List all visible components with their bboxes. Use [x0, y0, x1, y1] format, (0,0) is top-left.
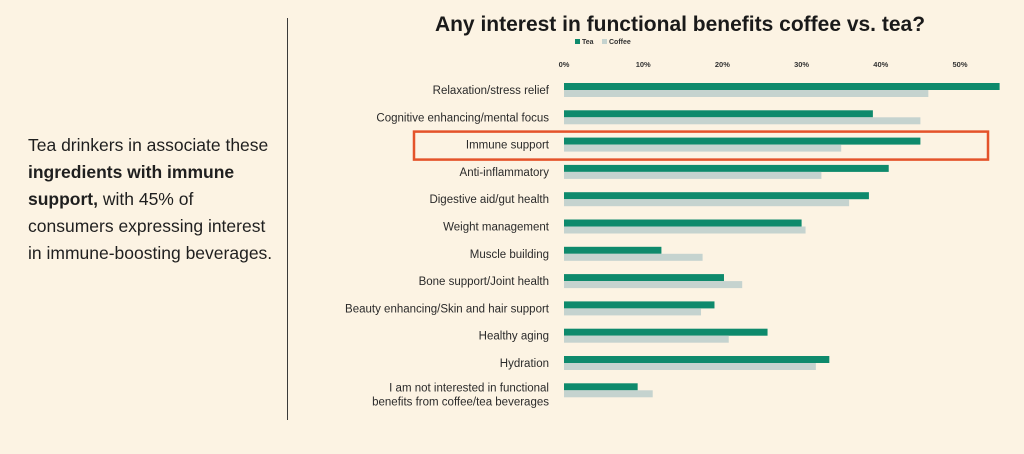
legend: Tea Coffee	[575, 39, 631, 46]
category-label: Hydration	[500, 358, 549, 370]
divider-line	[287, 18, 288, 420]
category-label: I am not interested in functional	[389, 382, 549, 394]
category-labels: Relaxation/stress relief Cognitive enhanc…	[345, 85, 550, 408]
x-tick-label: 0%	[559, 60, 570, 69]
caption-text: Tea drinkers in associate these ingredie…	[28, 135, 273, 263]
bar-tea	[564, 137, 921, 145]
category-label: Anti-inflammatory	[460, 167, 550, 179]
category-label: Beauty enhancing/Skin and hair support	[345, 303, 550, 315]
category-label: Weight management	[443, 222, 550, 234]
bar-coffee	[564, 335, 729, 343]
category-label: Digestive aid/gut health	[429, 194, 549, 206]
bar-coffee	[564, 171, 822, 179]
category-label: benefits from coffee/tea beverages	[372, 396, 549, 408]
bar-coffee	[564, 308, 702, 316]
bar-coffee	[564, 363, 816, 370]
legend-label-tea: Tea	[582, 39, 594, 46]
legend-swatch-tea	[575, 39, 580, 44]
x-tick-label: 30%	[794, 60, 809, 69]
caption-bold: ingredients with immune support,	[28, 162, 235, 209]
category-label: Cognitive enhancing/mental focus	[376, 112, 549, 124]
bar-tea	[564, 383, 638, 391]
x-tick-label: 50%	[952, 60, 967, 69]
bar-coffee	[564, 390, 653, 398]
x-tick-label: 20%	[715, 60, 730, 69]
legend-label-coffee: Coffee	[609, 39, 631, 46]
bars-group	[564, 83, 1000, 398]
bar-tea	[564, 164, 889, 172]
bar-coffee	[564, 144, 842, 152]
bar-coffee	[564, 226, 806, 234]
bar-tea	[564, 274, 724, 282]
bar-tea	[564, 192, 869, 200]
bar-tea	[564, 83, 1000, 90]
bar-tea	[564, 356, 830, 363]
bar-tea	[564, 110, 873, 118]
category-label: Muscle building	[470, 249, 549, 261]
bar-coffee	[564, 117, 921, 125]
bar-coffee	[564, 253, 703, 261]
bar-tea	[564, 328, 768, 336]
x-tick-label: 40%	[873, 60, 888, 69]
category-label: Bone support/Joint health	[419, 276, 549, 288]
x-axis-ticks: 0% 10% 20% 30% 40% 50%	[559, 60, 968, 69]
category-label: Immune support	[466, 140, 550, 152]
bar-coffee	[564, 90, 929, 97]
bar-coffee	[564, 199, 850, 207]
bar-tea	[564, 219, 802, 227]
legend-swatch-coffee	[602, 39, 607, 44]
category-label: Healthy aging	[479, 331, 549, 343]
x-tick-label: 10%	[636, 60, 651, 69]
bar-tea	[564, 301, 715, 309]
bar-coffee	[564, 281, 743, 289]
bar-tea	[564, 246, 662, 254]
chart-title: Any interest in functional benefits coff…	[435, 13, 925, 36]
highlight-box	[412, 130, 990, 161]
category-label: Relaxation/stress relief	[433, 85, 550, 97]
